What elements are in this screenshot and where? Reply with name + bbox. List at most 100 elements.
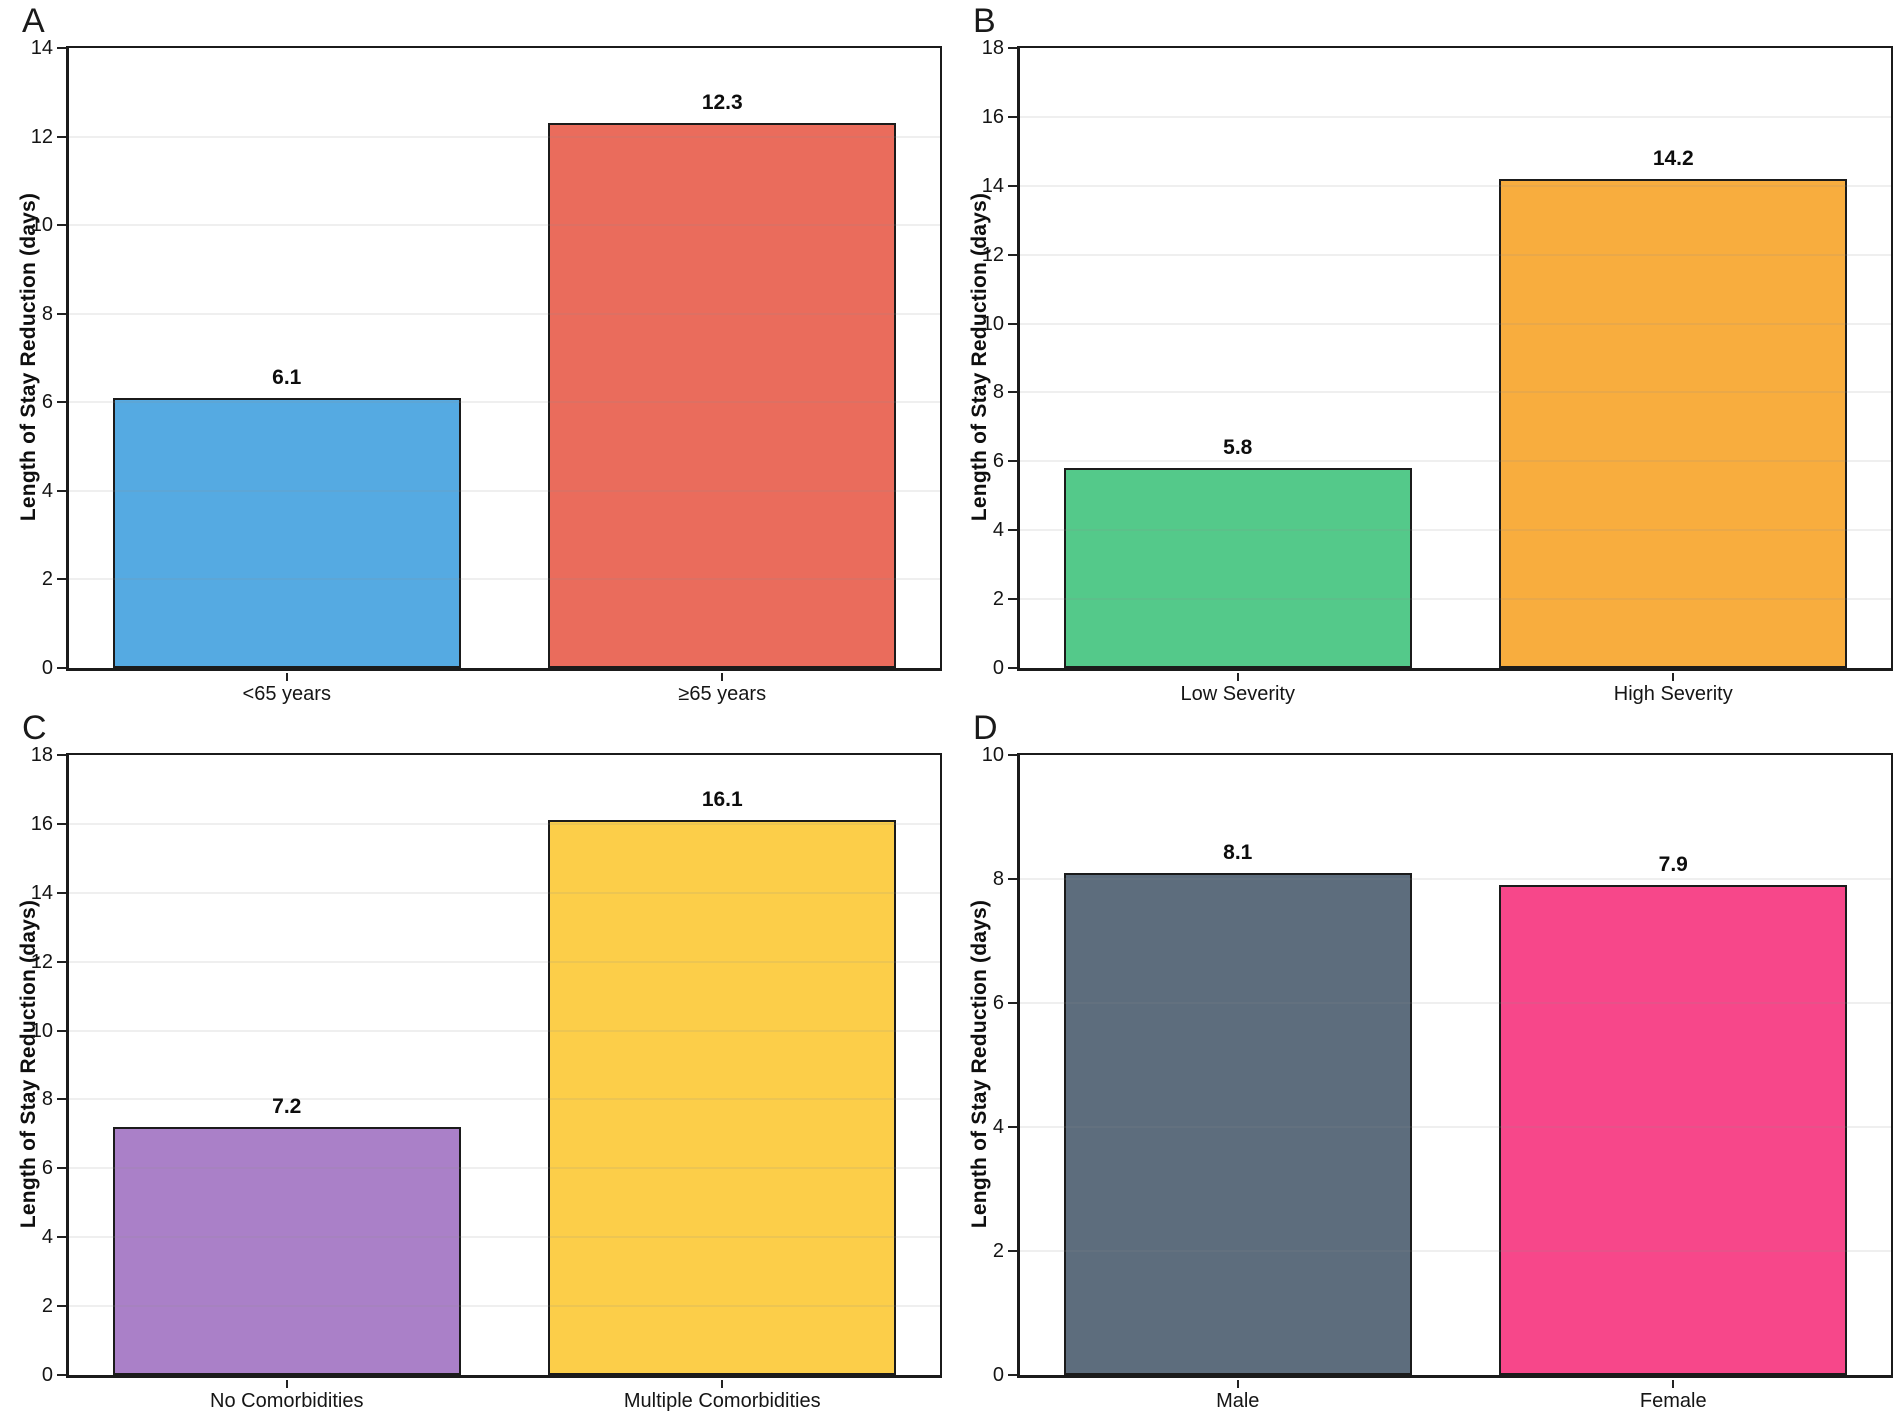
x-tick-mark — [1672, 1380, 1675, 1388]
y-tick-mark — [1008, 878, 1017, 880]
panel-d-letter: D — [973, 709, 998, 747]
x-tick-label-high-severity: High Severity — [1613, 683, 1733, 705]
panel-d-y-axis-title: Length of Stay Reduction (days) — [968, 899, 991, 1229]
x-tick-label-low-severity: Low Severity — [1180, 683, 1296, 705]
y-tick-label: 14 — [30, 881, 53, 904]
y-tick-mark — [57, 667, 66, 669]
y-tick-label: 10 — [981, 744, 1004, 766]
y-tick-label: 16 — [30, 812, 53, 835]
x-tick-mark — [721, 673, 724, 681]
y-tick-label: 4 — [992, 519, 1004, 542]
y-tick-label: 0 — [992, 1364, 1004, 1386]
x-tick-label-male: Male — [1216, 1390, 1260, 1412]
panel-c-y-axis-title: Length of Stay Reduction (days) — [17, 899, 40, 1229]
panel-c-letter: C — [22, 709, 47, 747]
y-tick-label: 16 — [981, 105, 1004, 128]
y-tick-label: 0 — [41, 657, 53, 679]
x-tick-mark — [285, 673, 288, 681]
y-tick-mark — [57, 1305, 66, 1308]
y-tick-label: 8 — [41, 302, 53, 325]
y-tick-label: 12 — [30, 950, 53, 973]
bar-low-severity — [1063, 468, 1412, 668]
bar-female — [1499, 885, 1848, 1375]
y-tick-label: 12 — [981, 243, 1004, 266]
bar-male — [1063, 872, 1412, 1375]
y-tick-mark — [1008, 1250, 1017, 1252]
panel-d-plot-area: 0 2 4 6 8 10 8.1 Male 7.9 Female — [982, 745, 1893, 1411]
y-tick-label: 6 — [992, 450, 1004, 473]
y-tick-label: 8 — [992, 868, 1004, 890]
y-tick-mark — [1008, 460, 1017, 463]
y-tick-label: 4 — [992, 1116, 1004, 1138]
y-tick-mark — [57, 754, 66, 756]
value-label-no-comorbidities: 7.2 — [272, 1095, 302, 1118]
bar-multiple-comorbidities — [548, 820, 897, 1375]
y-tick-label: 0 — [992, 657, 1004, 679]
y-tick-mark — [1008, 322, 1017, 325]
value-label-lt-65-years: 6.1 — [272, 365, 302, 389]
x-tick-label-no-comorbidities: No Comorbidities — [210, 1390, 364, 1412]
x-tick-mark — [1672, 673, 1675, 681]
gridline — [1020, 115, 1891, 118]
bar-no-comorbidities — [112, 1127, 461, 1375]
x-tick-label-lt-65-years: <65 years — [242, 683, 331, 705]
y-tick-label: 4 — [41, 479, 53, 502]
y-tick-mark — [57, 822, 66, 825]
y-tick-mark — [1008, 1002, 1017, 1004]
y-tick-label: 18 — [981, 37, 1004, 59]
y-tick-label: 2 — [41, 1295, 53, 1318]
panel-b-plot-area: 0 2 4 6 8 10 12 14 16 18 5.8 Low Severity 14.2 High S… — [982, 38, 1893, 704]
panel-d: D Length of Stay Reduction (days) 0 2 4 6 8 1… — [951, 707, 1902, 1414]
x-tick-label-female: Female — [1639, 1390, 1707, 1412]
y-tick-label: 2 — [992, 588, 1004, 611]
y-tick-mark — [57, 489, 66, 492]
x-tick-label-gte-65-years: ≥65 years — [678, 683, 767, 705]
y-tick-label: 14 — [30, 37, 53, 59]
bar-gte-65-years — [548, 123, 897, 668]
value-label-male: 8.1 — [1223, 840, 1253, 864]
y-tick-mark — [57, 1167, 66, 1170]
value-label-female: 7.9 — [1658, 853, 1688, 877]
y-tick-mark — [57, 135, 66, 138]
value-label-gte-65-years: 12.3 — [701, 91, 743, 115]
y-tick-label: 18 — [30, 744, 53, 766]
bar-high-severity — [1499, 178, 1848, 668]
bar-lt-65-years — [112, 397, 461, 668]
x-tick-mark — [285, 1380, 288, 1388]
y-tick-mark — [57, 1374, 66, 1376]
y-tick-mark — [57, 1098, 66, 1101]
value-label-low-severity: 5.8 — [1223, 436, 1253, 460]
y-tick-label: 6 — [41, 1157, 53, 1180]
y-tick-label: 10 — [30, 1019, 53, 1042]
y-tick-label: 12 — [30, 125, 53, 148]
x-tick-mark — [721, 1380, 724, 1388]
y-tick-label: 8 — [992, 381, 1004, 404]
panel-c: C Length of Stay Reduction (days) 0 2 4 6 8 1… — [0, 707, 951, 1414]
y-tick-mark — [1008, 391, 1017, 394]
y-tick-mark — [57, 312, 66, 315]
panel-c-plot-area: 0 2 4 6 8 10 12 14 16 18 7.2 No Comorbidities 16.1 Mu… — [31, 745, 942, 1411]
x-tick-mark — [1236, 1380, 1239, 1388]
panel-b-letter: B — [973, 2, 996, 40]
y-tick-label: 4 — [41, 1226, 53, 1249]
panel-a-plot-area: 0 2 4 6 8 10 12 14 6.1 <65 years 12.3 ≥65 years — [31, 38, 942, 704]
y-tick-mark — [1008, 1126, 1017, 1128]
y-tick-mark — [57, 1029, 66, 1032]
y-tick-mark — [1008, 47, 1017, 49]
y-tick-label: 10 — [30, 214, 53, 237]
y-tick-label: 2 — [992, 1240, 1004, 1262]
y-tick-mark — [57, 891, 66, 894]
y-tick-mark — [57, 401, 66, 404]
x-tick-label-multiple-comorbidities: Multiple Comorbidities — [623, 1390, 821, 1412]
y-tick-mark — [57, 1236, 66, 1239]
value-label-high-severity: 14.2 — [1652, 146, 1694, 170]
y-tick-label: 6 — [992, 992, 1004, 1014]
y-tick-mark — [57, 224, 66, 227]
y-tick-label: 8 — [41, 1088, 53, 1111]
y-tick-label: 2 — [41, 568, 53, 591]
value-label-multiple-comorbidities: 16.1 — [701, 788, 743, 812]
y-tick-mark — [1008, 667, 1017, 669]
y-tick-label: 14 — [981, 174, 1004, 197]
